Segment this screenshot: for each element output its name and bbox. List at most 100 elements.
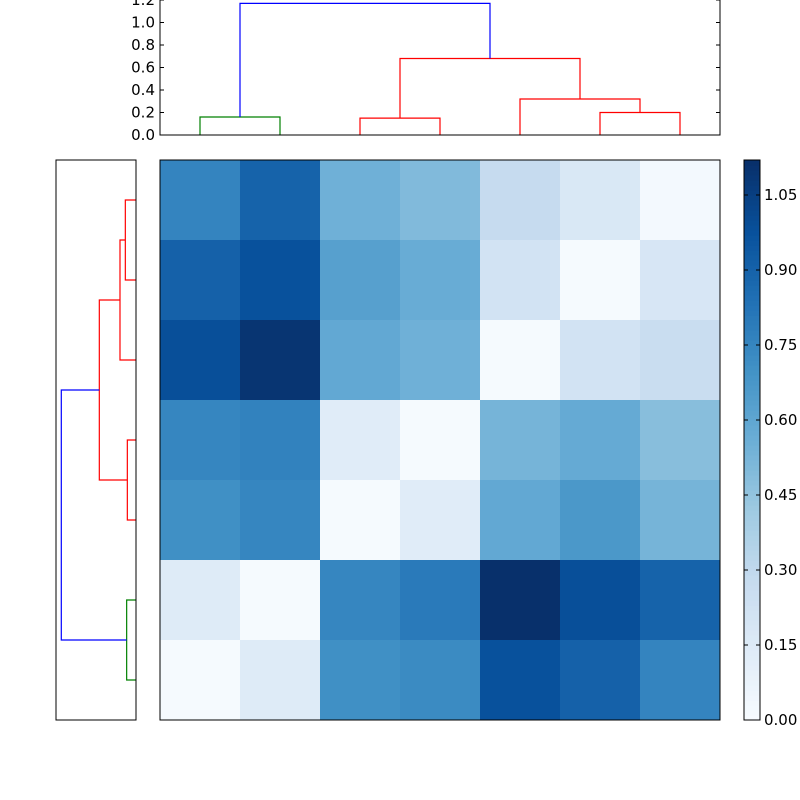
colorbar-gradient-segment [744,585,760,591]
colorbar-gradient-segment [744,590,760,596]
heatmap-cell [400,400,481,481]
colorbar-gradient-segment [744,565,760,571]
colorbar-gradient-segment [744,555,760,561]
colorbar-gradient-segment [744,180,760,186]
heatmap-cell [160,320,241,401]
top-dendrogram: 0.0 0.2 0.4 0.6 0.8 1.0 1.2 [131,0,721,144]
colorbar-gradient-segment [744,455,760,461]
colorbar-gradient-segment [744,680,760,686]
colorbar-gradient-segment [744,630,760,636]
heatmap-cell [560,320,641,401]
colorbar-gradient-segment [744,425,760,431]
colorbar-gradient-segment [744,315,760,321]
colorbar-gradient-segment [744,205,760,211]
colorbar-gradient-segment [744,535,760,541]
heatmap-cell [240,560,321,641]
colorbar-tick-label: 0.90 [764,261,797,279]
colorbar-gradient-segment [744,615,760,621]
heatmap-cell [560,160,641,241]
colorbar-gradient-segment [744,545,760,551]
colorbar-gradient-segment [744,280,760,286]
colorbar-gradient-segment [744,175,760,181]
left-dendrogram-frame [55,159,137,721]
heatmap-cell [160,240,241,321]
colorbar-gradient-segment [744,435,760,441]
colorbar-gradient-segment [744,200,760,206]
colorbar-gradient-segment [744,345,760,351]
colorbar-gradient-segment [744,260,760,266]
heatmap-cell [160,160,241,241]
colorbar-gradient-segment [744,335,760,341]
colorbar-gradient-segment [744,710,760,716]
colorbar-gradient-segment [744,245,760,251]
heatmap-cell [480,240,561,321]
colorbar-gradient-segment [744,165,760,171]
heatmap-cell [240,240,321,321]
colorbar-gradient-segment [744,170,760,176]
colorbar-gradient-segment [744,380,760,386]
colorbar-gradient-segment [744,340,760,346]
colorbar-gradient-segment [744,240,760,246]
heatmap-cell [320,400,401,481]
heatmap-cell [240,320,321,401]
colorbar-gradient-segment [744,705,760,711]
heatmap-cell [240,160,321,241]
colorbar-gradient-segment [744,420,760,426]
colorbar-gradient-segment [744,440,760,446]
top-dendrogram-tick-label: 0.6 [131,59,155,77]
colorbar-gradient-segment [744,665,760,671]
heatmap-cell [400,160,481,241]
heatmap-cell [480,480,561,561]
colorbar-gradient-segment [744,685,760,691]
heatmap-cell [640,320,721,401]
colorbar-gradient-segment [744,715,760,721]
colorbar-gradient-segment [744,520,760,526]
colorbar-gradient-segment [744,605,760,611]
colorbar-gradient-segment [744,405,760,411]
colorbar: 0.00 0.15 0.30 0.45 0.60 0.75 0.90 1.05 [743,159,797,729]
colorbar-gradient-segment [744,225,760,231]
colorbar-gradient-segment [744,370,760,376]
colorbar-gradient-segment [744,550,760,556]
colorbar-gradient-segment [744,620,760,626]
heatmap-cell [320,160,401,241]
colorbar-gradient-segment [744,600,760,606]
colorbar-gradient-segment [744,500,760,506]
colorbar-gradient-segment [744,625,760,631]
colorbar-gradient-segment [744,250,760,256]
heatmap-cell [320,640,401,721]
heatmap-cell [400,480,481,561]
heatmap-cell [320,560,401,641]
colorbar-gradient-segment [744,390,760,396]
colorbar-gradient-segment [744,285,760,291]
colorbar-gradient-segment [744,295,760,301]
heatmap-cell [160,400,241,481]
colorbar-gradient-segment [744,290,760,296]
colorbar-gradient-segment [744,410,760,416]
heatmap-cell [320,480,401,561]
colorbar-gradient-segment [744,640,760,646]
heatmap-cell [480,560,561,641]
heatmap-cell [400,560,481,641]
colorbar-gradient-segment [744,575,760,581]
colorbar-gradient-segment [744,220,760,226]
colorbar-gradient-segment [744,230,760,236]
top-dendrogram-tick-label: 0.8 [131,36,155,54]
colorbar-gradient-segment [744,265,760,271]
top-dendrogram-tick-label: 0.0 [131,126,155,144]
colorbar-gradient-segment [744,480,760,486]
colorbar-gradient-segment [744,450,760,456]
colorbar-gradient-segment [744,650,760,656]
heatmap-cell [320,240,401,321]
colorbar-gradient-segment [744,470,760,476]
heatmap-cell [640,560,721,641]
colorbar-gradient-segment [744,385,760,391]
heatmap [159,159,721,721]
heatmap-cell [480,320,561,401]
colorbar-gradient-segment [744,505,760,511]
colorbar-gradient-segment [744,515,760,521]
colorbar-gradient-segment [744,525,760,531]
top-dendrogram-tick-label: 0.4 [131,81,155,99]
colorbar-gradient-segment [744,485,760,491]
